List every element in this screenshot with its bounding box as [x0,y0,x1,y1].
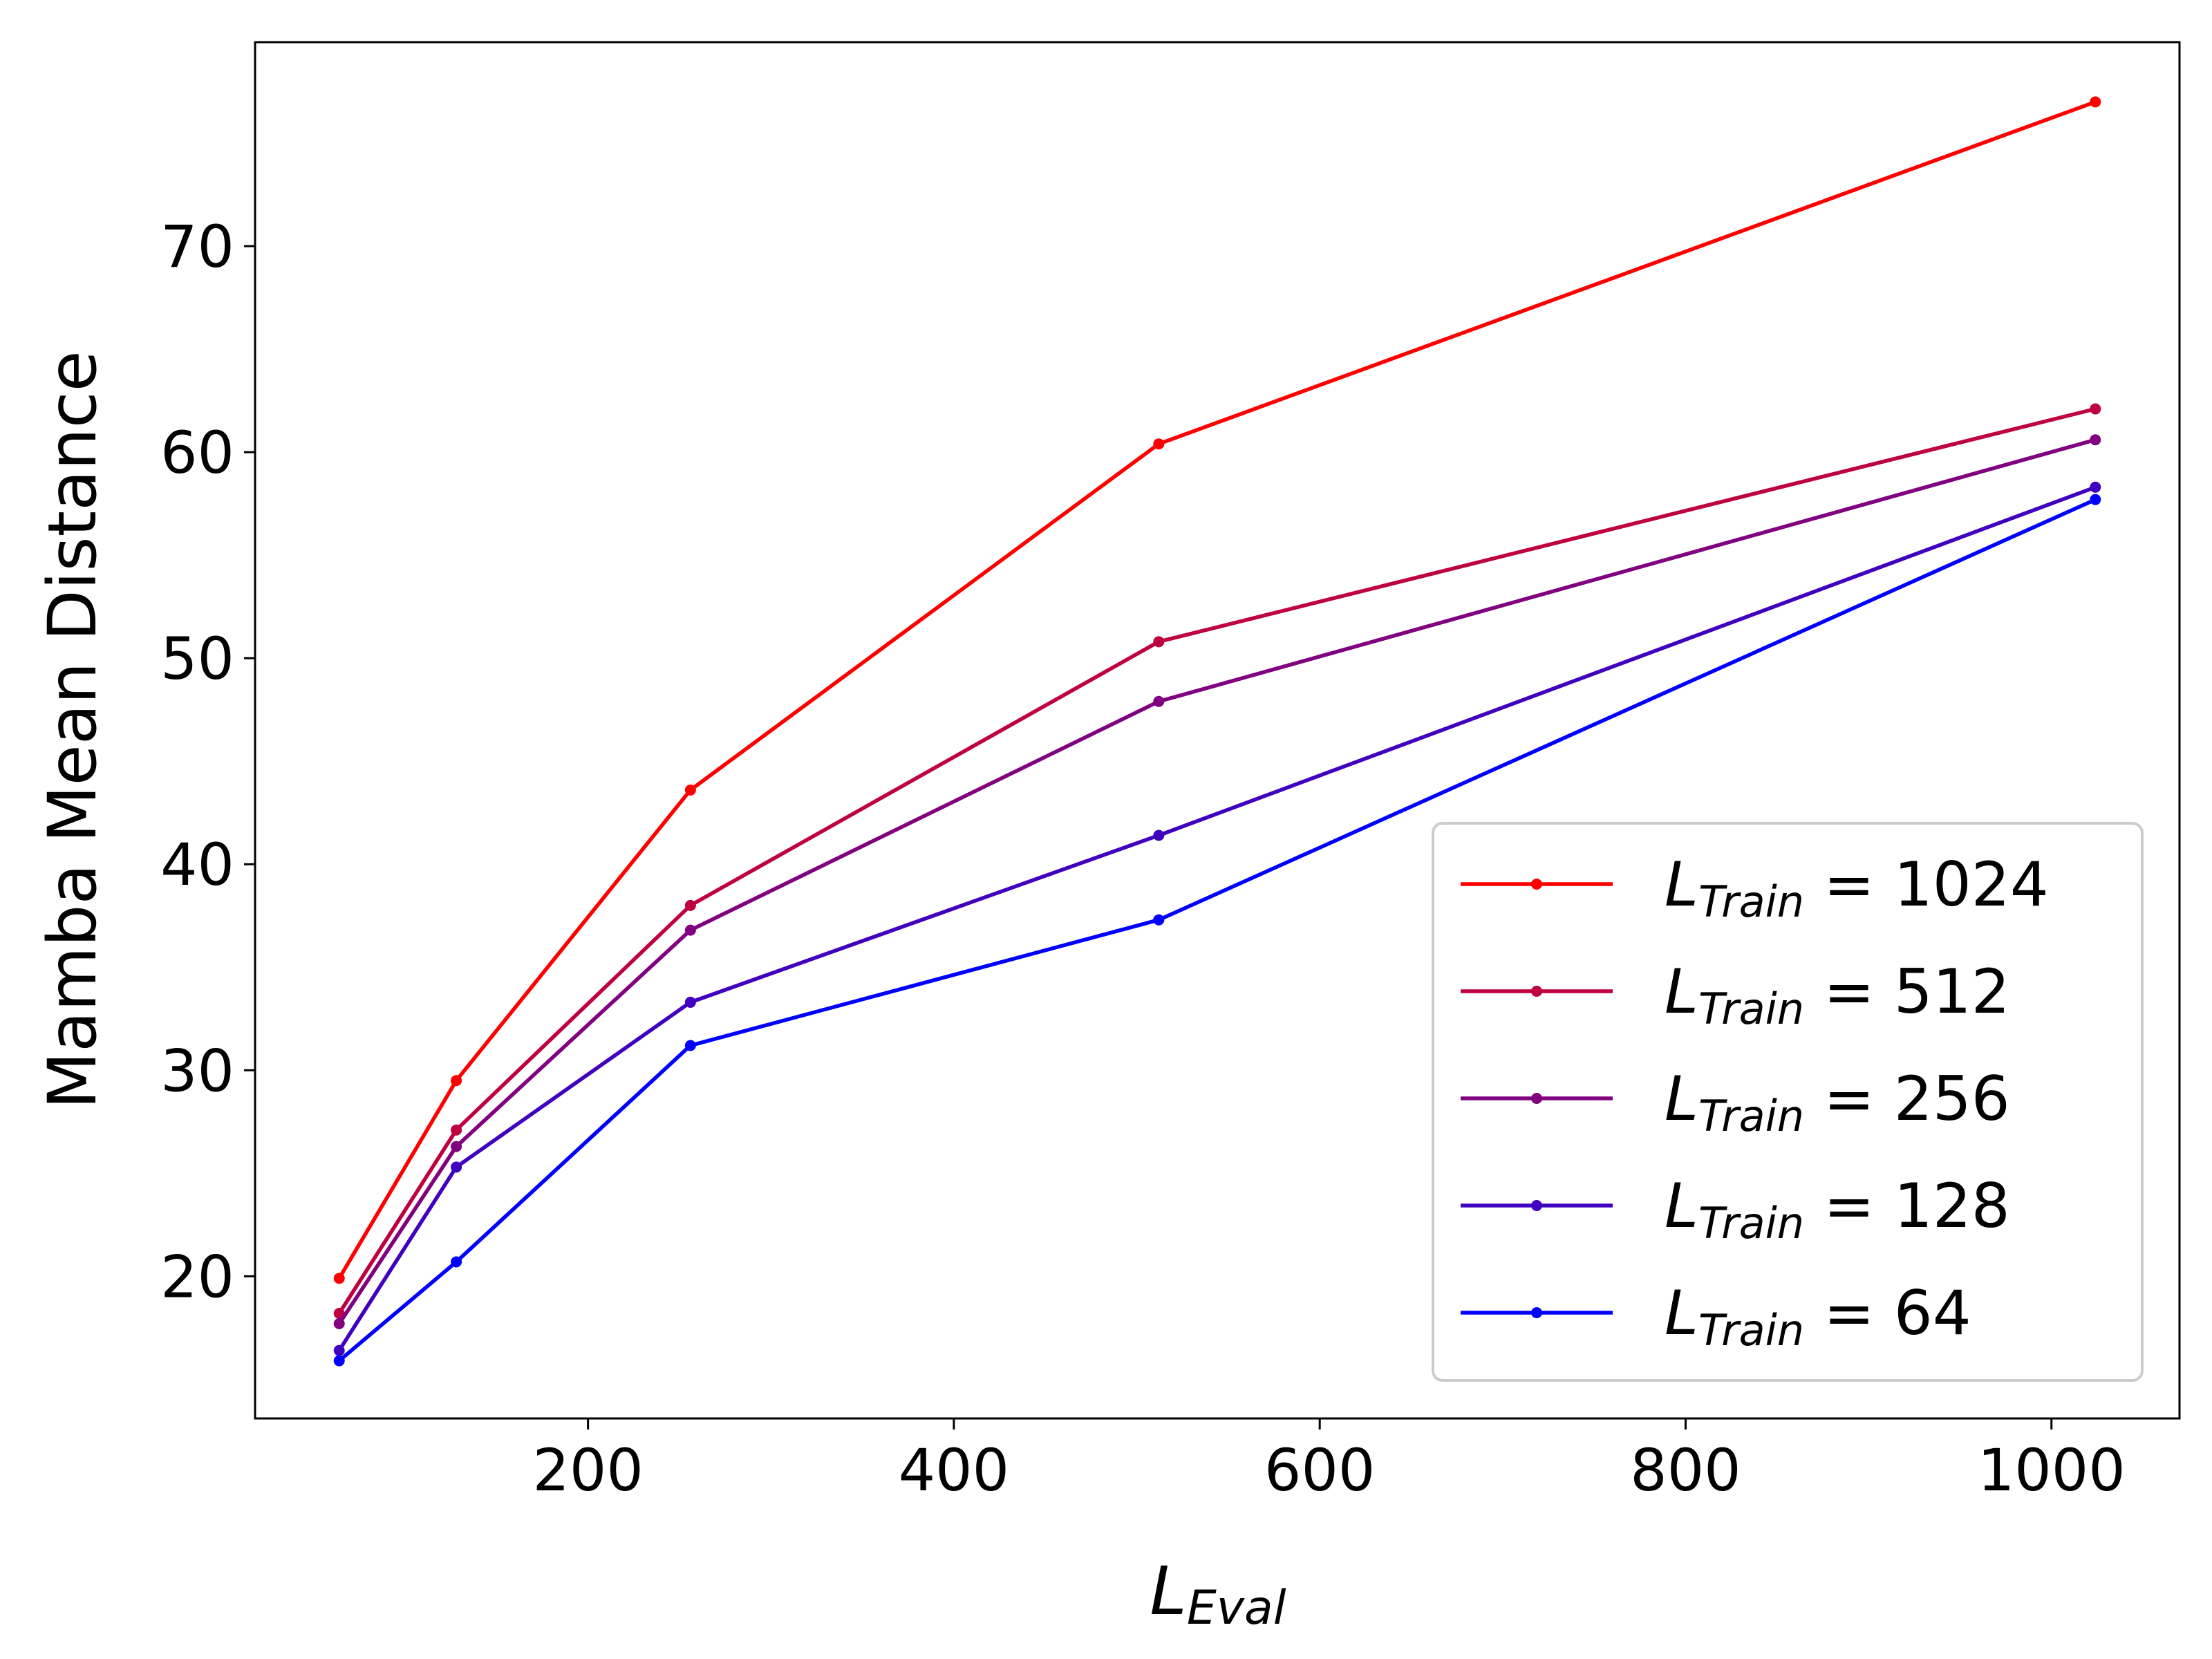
legend-entry-1024: LTrain = 1024 [1461,849,2049,927]
legend-entry-512: LTrain = 512 [1461,956,2010,1034]
legend-label-l: L [1665,1063,1698,1134]
data-point [451,1141,462,1152]
legend-label-value: = 128 [1804,1170,2010,1241]
y-tick-label: 70 [160,213,234,281]
data-point [1153,695,1165,707]
x-tick-label: 200 [532,1436,643,1504]
legend-entry-256: LTrain = 256 [1461,1063,2010,1141]
data-point [451,1124,462,1136]
series-512 [333,403,2101,1319]
x-axis-title: LEval [1150,1553,1286,1635]
series-128 [333,481,2101,1356]
data-point [2090,96,2101,108]
series-1024 [333,96,2101,1284]
y-tick-label: 20 [160,1243,234,1311]
legend-label-sub: Train [1698,984,1804,1034]
data-point [1153,438,1165,450]
legend-label-sub: Train [1698,877,1804,927]
data-point [1153,830,1165,841]
legend-label-l: L [1665,849,1698,920]
legend-frame [1432,822,2144,1382]
data-point [333,1273,345,1284]
y-axis-title: Mamba Mean Distance [34,350,111,1109]
series-64 [333,494,2101,1367]
legend-swatch-marker [1531,1093,1542,1104]
data-point [2090,494,2101,505]
legend-swatch-marker [1531,879,1542,890]
x-tick-label: 600 [1264,1436,1375,1504]
legend-label: LTrain = 512 [1665,956,2010,1034]
data-point [451,1161,462,1173]
data-point [684,784,696,796]
legend-swatch-marker [1531,986,1542,997]
data-point [333,1318,345,1329]
data-point [451,1256,462,1268]
data-point [2090,481,2101,493]
data-point [684,899,696,911]
data-point [1153,636,1165,648]
legend-label-value: = 512 [1804,956,2010,1027]
data-point [333,1344,345,1356]
data-point [333,1355,345,1367]
data-point [2090,434,2101,446]
legend-label-sub: Train [1698,1198,1804,1248]
y-tick-label: 40 [160,831,234,899]
data-point [684,924,696,936]
legend-label-value: = 64 [1804,1277,1971,1349]
legend-label-sub: Train [1698,1305,1804,1356]
legend-label-l: L [1665,1277,1698,1349]
y-tick-label: 50 [160,625,234,693]
x-tick-label: 1000 [1978,1436,2126,1504]
data-point [451,1075,462,1087]
x-tick-label: 400 [899,1436,1009,1504]
y-axis: 20 30 40 50 60 70 [160,213,255,1311]
legend-entry-128: LTrain = 128 [1461,1170,2010,1248]
legend-label-l: L [1665,1170,1698,1241]
x-axis-title-main: L [1150,1553,1186,1630]
legend-swatch-marker [1531,1307,1542,1318]
y-tick-label: 60 [160,419,234,487]
legend-swatch-marker [1531,1200,1542,1211]
legend-label: LTrain = 64 [1665,1277,1971,1356]
series-256 [333,434,2101,1329]
data-point [684,996,696,1008]
legend-label-value: = 256 [1804,1063,2010,1134]
series-layer [333,96,2101,1367]
data-point [684,1040,696,1051]
x-axis: 200 400 600 800 1000 [532,1418,2126,1504]
data-point [2090,403,2101,415]
legend-label-l: L [1665,956,1698,1027]
y-tick-label: 30 [160,1037,234,1105]
x-tick-label: 800 [1630,1436,1741,1504]
x-axis-title-sub: Eval [1187,1581,1286,1635]
legend-entry-64: LTrain = 64 [1461,1277,1971,1356]
data-point [1153,914,1165,926]
legend-label-sub: Train [1698,1091,1804,1141]
legend-label: LTrain = 256 [1665,1063,2010,1141]
legend-label: LTrain = 1024 [1665,849,2049,927]
legend-label-value: = 1024 [1804,849,2049,920]
plot-frame [254,41,2181,1420]
legend-label: LTrain = 128 [1665,1170,2010,1248]
